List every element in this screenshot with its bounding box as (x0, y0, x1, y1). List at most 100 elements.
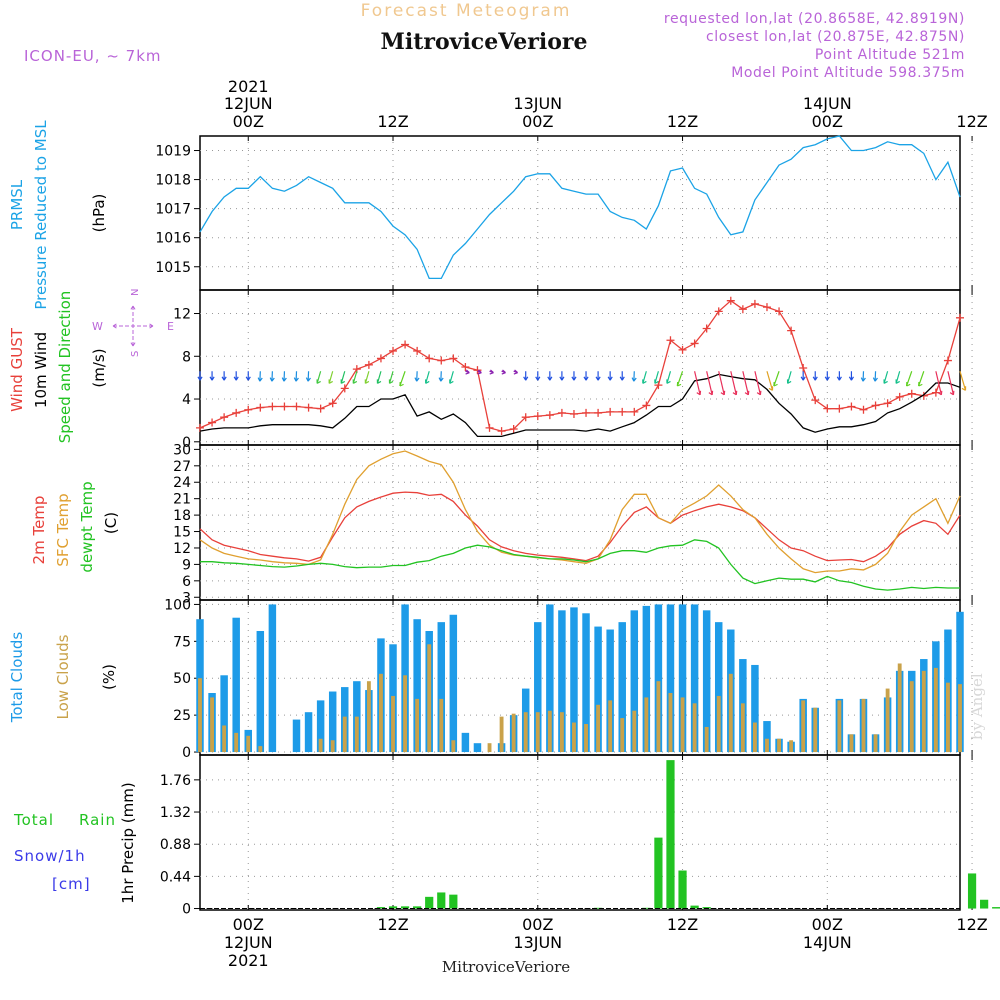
footer-station: MitroviceVeriore (442, 958, 570, 976)
wind-arrow-head (666, 379, 671, 384)
bar-total-clouds (449, 614, 458, 753)
bar-low-clouds (813, 707, 818, 753)
gust-marker (280, 402, 289, 411)
gust-marker (654, 381, 663, 390)
wind-arrow-head (340, 379, 346, 384)
bar-total-clouds (690, 604, 699, 753)
wind-arrow (959, 371, 967, 391)
gust-marker (775, 307, 784, 316)
wind-arrow-head (949, 390, 955, 396)
wind-arrow-head (465, 369, 470, 375)
bar-total-clouds (328, 691, 337, 753)
bar-total-clouds (268, 604, 277, 753)
wind-arrow (694, 371, 701, 395)
bar-low-clouds (535, 712, 540, 753)
y-tick-label: 0.44 (160, 869, 191, 885)
bar-low-clouds (234, 732, 239, 753)
y-tick-label: 4 (182, 392, 191, 408)
axis-hour: 12Z (667, 915, 698, 934)
axis-hour: 00Z (522, 112, 553, 131)
wind-arrow-head (364, 379, 370, 384)
wind-arrow-head (233, 376, 239, 381)
gust-marker (714, 307, 723, 316)
bar-low-clouds (765, 738, 769, 753)
bar-low-clouds (632, 710, 637, 753)
y-tick-label: 1.76 (160, 773, 191, 789)
bar-low-clouds (620, 718, 625, 753)
y-tick-label: 12 (173, 307, 191, 323)
watermark: by Angel (968, 673, 986, 740)
wind-arrow (947, 371, 955, 395)
bar-low-clouds (584, 724, 588, 753)
label-sfc-temp: SFC Temp (54, 493, 72, 566)
wind-arrow-head (607, 376, 613, 381)
bar-total-clouds (256, 631, 265, 753)
label-cm: [cm] (52, 875, 91, 893)
bar-low-clouds (752, 722, 757, 753)
bar-low-clouds (716, 695, 721, 753)
wind-arrow-head (449, 379, 454, 384)
wind-arrow-head (425, 379, 430, 384)
label-wind-gust: Wind GUST (8, 327, 26, 412)
axis-hour: 12Z (377, 112, 408, 131)
model-label: ICON-EU, ~ 7km (24, 47, 162, 65)
bar-low-clouds (451, 740, 456, 753)
wind-arrow-head (293, 377, 299, 382)
compass-w: W (92, 320, 103, 333)
bar-total-clouds (666, 604, 675, 753)
wind-arrow-head (708, 390, 714, 396)
wind-arrow-head (836, 376, 842, 381)
wind-arrow-head (477, 369, 482, 375)
wind-arrow (364, 371, 370, 384)
panel-frame (199, 599, 961, 756)
gust-marker (292, 402, 301, 411)
compass-e: E (167, 320, 174, 333)
bar-total-clouds (437, 622, 446, 753)
bar-total-clouds (654, 604, 663, 753)
bar-rain (449, 894, 458, 909)
bar-low-clouds (656, 681, 661, 753)
bar-low-clouds (210, 697, 214, 753)
y-tick-label: 1017 (155, 202, 191, 218)
label-pressure-msl: Pressure Reduced to MSL (32, 120, 50, 310)
bar-low-clouds (318, 738, 323, 753)
y-tick-label: 0 (182, 902, 191, 918)
gust-marker (256, 403, 265, 412)
wind-arrow (449, 371, 454, 384)
wind-arrow (666, 371, 672, 384)
wind-arrow-head (438, 377, 444, 382)
bar-total-clouds (606, 629, 614, 753)
gust-marker (762, 303, 771, 312)
gust-marker (630, 407, 639, 416)
wind-arrow-head (676, 381, 682, 387)
panel-frame (199, 754, 961, 911)
station-title: MitroviceVeriore (381, 29, 588, 55)
y-tick-label: 0 (182, 435, 191, 451)
gust-marker (907, 389, 916, 398)
bar-total-clouds (461, 732, 470, 753)
bar-low-clouds (198, 678, 202, 753)
bar-low-clouds (885, 688, 890, 753)
series-line-2m-temp (199, 491, 961, 563)
bar-total-clouds (292, 719, 301, 753)
clouds-panel: 0 25 50 75 100 (164, 597, 973, 761)
wind-arrow-head (895, 379, 900, 384)
bar-rain (413, 906, 422, 909)
gust-marker (232, 408, 241, 417)
closest-coords: closest lon,lat (20.875E, 42.875N) (706, 29, 965, 45)
gust-marker (582, 408, 591, 417)
label-low-clouds: Low Clouds (54, 634, 72, 719)
gust-marker (859, 405, 868, 414)
bar-low-clouds (511, 713, 516, 753)
wind-arrow-head (583, 376, 589, 381)
panel-frame (199, 444, 961, 601)
wind-arrow (730, 371, 737, 395)
compass-s: S (130, 351, 141, 357)
bar-low-clouds (258, 746, 263, 753)
gust-marker (328, 399, 337, 408)
gust-marker (364, 360, 373, 369)
bar-rain (992, 907, 1000, 909)
gust-marker (268, 402, 277, 411)
wind-arrow-head (619, 376, 625, 381)
